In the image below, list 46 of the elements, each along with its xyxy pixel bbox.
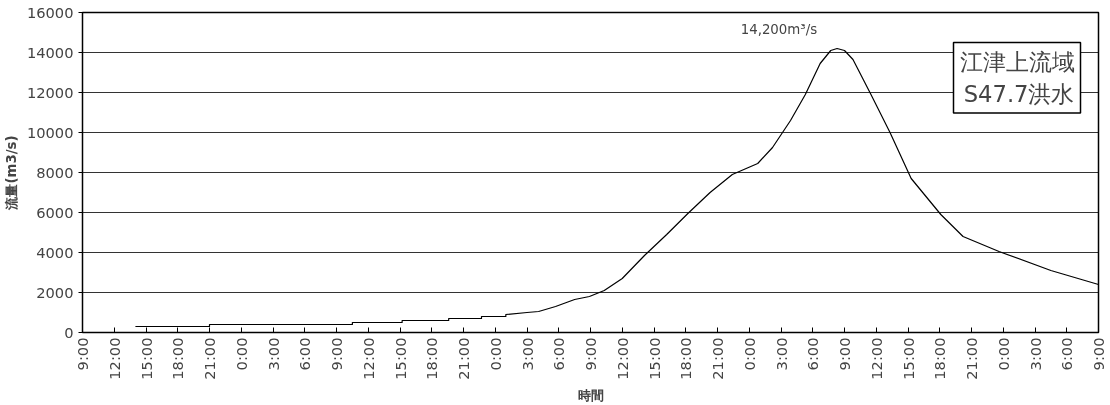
x-tick-label: 18:00 xyxy=(931,337,949,380)
y-axis-title: 流量(m3/s) xyxy=(3,135,19,211)
x-tick-label: 12:00 xyxy=(613,337,631,380)
x-tick-label: 21:00 xyxy=(201,337,218,380)
annotation: 江津上流域 S47.7洪水 xyxy=(959,48,1075,107)
x-tick-label: 12:00 xyxy=(867,337,885,380)
x-tick-label: 15:00 xyxy=(899,337,917,380)
x-tick-label: 3:00 xyxy=(264,337,282,371)
x-tick-label: 3:00 xyxy=(772,337,790,371)
x-tick-label: 6:00 xyxy=(296,337,314,371)
x-tick-label: 21:00 xyxy=(455,337,472,380)
y-tick-label: 4000 xyxy=(36,243,74,261)
x-tick-label: 15:00 xyxy=(391,337,409,380)
y-tick-label: 12000 xyxy=(26,83,74,101)
x-tick-label: 18:00 xyxy=(423,337,441,380)
x-tick-label: 21:00 xyxy=(963,337,980,380)
x-tick-label: 9:00 xyxy=(328,337,345,371)
x-tick-label: 15:00 xyxy=(645,337,663,380)
x-tick-label: 18:00 xyxy=(169,337,187,380)
x-tick-label: 0:00 xyxy=(486,337,504,371)
x-tick-label: 9:00 xyxy=(582,337,599,371)
annotation: 14,200m³/s xyxy=(740,21,818,37)
y-tick-label: 14000 xyxy=(26,43,74,61)
x-tick-label: 0:00 xyxy=(232,337,250,371)
x-tick-label: 0:00 xyxy=(994,337,1012,371)
x-tick-label: 21:00 xyxy=(709,337,726,380)
x-tick-label: 9:00 xyxy=(1090,337,1107,371)
x-tick-label: 6:00 xyxy=(804,337,822,371)
x-tick-label: 9:00 xyxy=(74,337,91,371)
y-tick-label: 16000 xyxy=(26,3,74,21)
y-tick-label: 0 xyxy=(64,323,74,341)
y-tick-label: 6000 xyxy=(36,203,74,221)
x-tick-label: 6:00 xyxy=(1058,337,1076,371)
x-tick-label: 9:00 xyxy=(836,337,853,371)
y-tick-label: 2000 xyxy=(36,283,74,301)
x-tick-label: 12:00 xyxy=(359,337,377,380)
x-tick-label: 3:00 xyxy=(518,337,536,371)
x-tick-label: 0:00 xyxy=(740,337,758,371)
x-tick-label: 3:00 xyxy=(1026,337,1044,371)
x-tick-label: 6:00 xyxy=(550,337,568,371)
x-tick-label: 12:00 xyxy=(105,337,123,380)
x-tick-label: 18:00 xyxy=(677,337,695,380)
y-tick-label: 8000 xyxy=(36,163,74,181)
x-axis-title: 時間 xyxy=(577,387,604,403)
y-tick-label: 10000 xyxy=(26,123,74,141)
x-tick-label: 15:00 xyxy=(137,337,155,380)
